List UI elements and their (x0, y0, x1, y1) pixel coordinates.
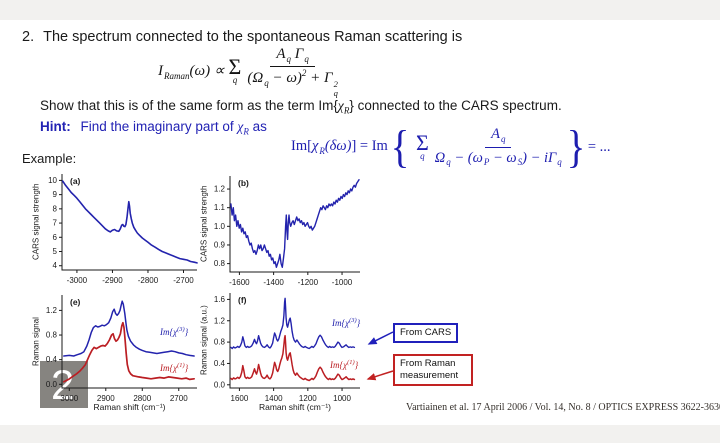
im-chi3-curve-label: Im{χ(3)} (332, 317, 361, 328)
svg-text:1.2: 1.2 (214, 185, 226, 194)
svg-text:-1200: -1200 (298, 278, 319, 287)
chi-r-symbol: χ (337, 98, 344, 113)
problem-number: 2. (22, 29, 35, 45)
svg-text:0.8: 0.8 (46, 331, 58, 340)
svg-text:-3000: -3000 (67, 276, 88, 285)
svg-text:10: 10 (48, 176, 57, 185)
chart-a-plot: 10 9 8 7 6 5 4 -3000 -2900 -2800 -2700 (a) (48, 174, 198, 285)
bottom-margin-bar (0, 425, 720, 443)
eq1-numerator: Aq Γq (270, 45, 315, 68)
svg-text:4: 4 (53, 261, 58, 270)
svg-text:8: 8 (53, 204, 58, 213)
svg-text:1.6: 1.6 (214, 295, 226, 304)
svg-text:2900: 2900 (97, 394, 115, 403)
svg-text:2700: 2700 (170, 394, 188, 403)
chart-e-x-axis-label: Raman shift (cm⁻¹) (93, 402, 166, 412)
svg-text:-1400: -1400 (263, 278, 284, 287)
problem-text: The spectrum connected to the spontaneou… (43, 29, 463, 45)
chart-panel-e: Raman signal 1.2 0.8 0.4 0.0 3000 2900 2800 270… (25, 288, 210, 418)
svg-text:7: 7 (53, 219, 58, 228)
show-instruction: Show that this is of the same form as th… (40, 98, 562, 116)
svg-text:2800: 2800 (133, 394, 151, 403)
svg-text:(f): (f) (238, 295, 247, 305)
page-number-watermark: 2 (40, 361, 88, 408)
svg-text:0.8: 0.8 (214, 259, 226, 268)
hint-line: Hint: Find the imaginary part of χR as (40, 119, 267, 137)
svg-text:-2700: -2700 (173, 276, 194, 285)
svg-text:1.2: 1.2 (214, 316, 226, 325)
svg-text:-2800: -2800 (138, 276, 159, 285)
svg-text:0.4: 0.4 (214, 359, 226, 368)
right-brace: } (566, 121, 586, 172)
from-cars-callout: From CARS (393, 323, 459, 343)
chart-f-plot: 1.6 1.2 0.8 0.4 0.0 1600 1400 1200 1000 (f) (214, 293, 360, 403)
im-chi3-curve-label: Im{χ(3)} (160, 326, 189, 337)
svg-text:3000: 3000 (60, 394, 78, 403)
chart-b-plot: 1.2 1.1 1.0 0.9 0.8 -1600 -1400 -1200 -1000 (b) (214, 176, 360, 287)
im-chi1-curve-label: Im{χ(1)} (160, 362, 189, 373)
svg-text:9: 9 (53, 190, 58, 199)
svg-text:0.0: 0.0 (46, 380, 58, 389)
svg-text:0.0: 0.0 (214, 380, 226, 389)
eq2-fraction: Aq Ωq − (ωP − ωS) − iΓq (435, 125, 562, 168)
from-raman-callout: From Raman measurement (393, 354, 473, 386)
citation: Vartiainen et al. 17 April 2006 / Vol. 1… (406, 402, 720, 413)
eq2-numerator: Aq (485, 125, 512, 148)
chart-f-x-axis-label: Raman shift (cm⁻¹) (258, 402, 332, 412)
svg-text:0.8: 0.8 (214, 338, 226, 347)
im-chi1-curve-label: Im{χ(1)} (330, 359, 359, 370)
problem-statement: 2. The spectrum connected to the spontan… (22, 29, 462, 45)
eq1-lhs: IRaman(ω) ∝ (158, 63, 225, 81)
eq2-tail: = ... (587, 138, 611, 155)
svg-text:1.1: 1.1 (214, 203, 226, 212)
svg-text:1400: 1400 (265, 394, 283, 403)
svg-text:6: 6 (53, 233, 58, 242)
chart-panel-a: CARS signal strength 10 9 8 7 6 5 4 -3000 -2900-… (25, 168, 210, 290)
svg-text:0.4: 0.4 (46, 355, 58, 364)
svg-text:1.0: 1.0 (214, 222, 226, 231)
svg-text:-1000: -1000 (332, 278, 353, 287)
svg-text:1.2: 1.2 (46, 306, 58, 315)
svg-text:1200: 1200 (299, 394, 317, 403)
svg-text:(e): (e) (70, 297, 81, 307)
svg-text:1000: 1000 (333, 394, 351, 403)
svg-text:-2900: -2900 (102, 276, 123, 285)
svg-text:5: 5 (53, 247, 58, 256)
chi-r-symbol: χ (237, 119, 244, 134)
svg-text:1600: 1600 (231, 394, 249, 403)
example-label: Example: (22, 151, 77, 166)
top-margin-bar (0, 0, 720, 20)
left-brace: { (390, 121, 410, 172)
hint-label: Hint: (40, 119, 71, 134)
eq2-denominator: Ωq − (ωP − ωS) − iΓq (434, 149, 562, 168)
svg-text:-1600: -1600 (229, 278, 250, 287)
chart-panel-f: Raman signal (a.u.) 1.6 1.2 0.8 0.4 0.0 1600 1… (200, 288, 392, 418)
svg-text:0.9: 0.9 (214, 240, 226, 249)
eq2-lhs: Im[χR(δω)] = Im (291, 138, 388, 156)
svg-text:(a): (a) (70, 176, 81, 186)
chart-panel-b: CARS signal strength 1.2 1.1 1.0 0.9 0.8 -160… (200, 168, 392, 290)
svg-text:(b): (b) (238, 178, 249, 188)
